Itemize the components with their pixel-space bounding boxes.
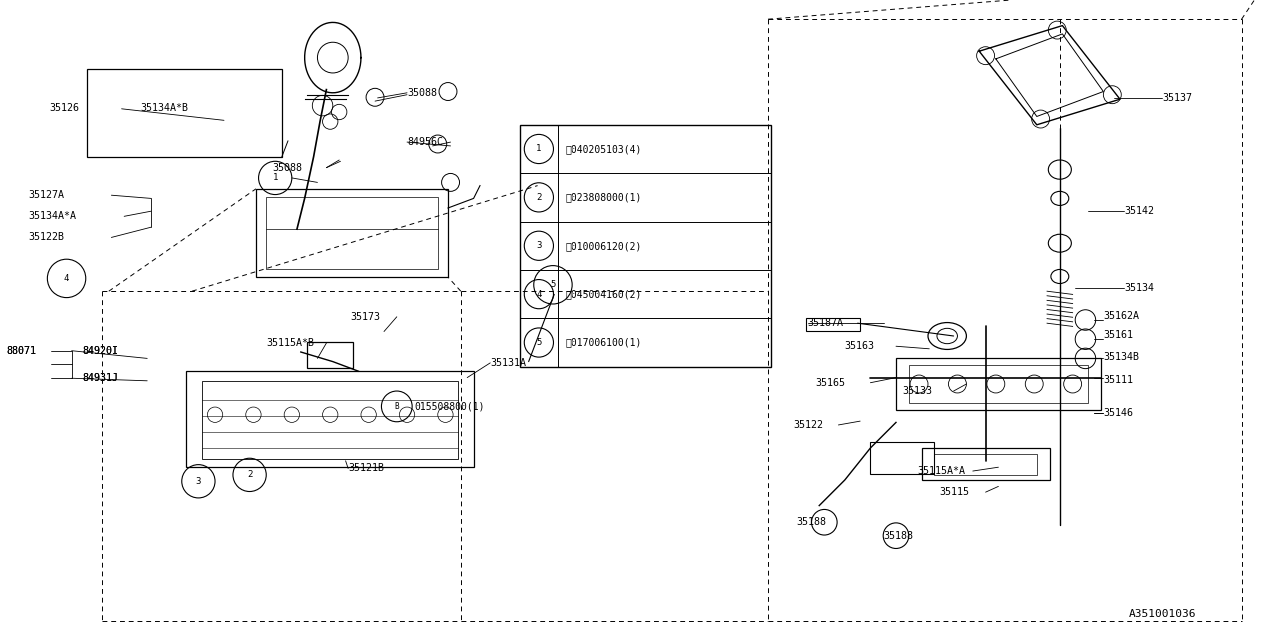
Text: 84956C: 84956C <box>407 137 443 147</box>
Text: Ⓝ023808000(1): Ⓝ023808000(1) <box>566 193 643 202</box>
Bar <box>266 197 438 269</box>
Text: 4: 4 <box>64 274 69 283</box>
Text: 35088: 35088 <box>407 88 436 98</box>
Text: 35134A*B: 35134A*B <box>141 102 189 113</box>
Text: 35126: 35126 <box>50 102 79 113</box>
Bar <box>909 365 1088 403</box>
Text: 84920I: 84920I <box>82 346 118 356</box>
Text: 35122B: 35122B <box>28 232 64 243</box>
Text: 5: 5 <box>550 280 556 289</box>
Text: 35173: 35173 <box>351 312 380 322</box>
Text: A351001036: A351001036 <box>1129 609 1197 620</box>
Text: 2: 2 <box>536 193 541 202</box>
Text: 35121B: 35121B <box>348 463 384 474</box>
Text: 84931J: 84931J <box>82 373 118 383</box>
Text: 35131A: 35131A <box>490 358 526 368</box>
Bar <box>256 189 448 277</box>
Text: 35122: 35122 <box>794 420 823 430</box>
Text: 84931J: 84931J <box>82 373 118 383</box>
Text: 2: 2 <box>247 470 252 479</box>
Text: 35142: 35142 <box>1124 206 1153 216</box>
Text: 35134B: 35134B <box>1103 352 1139 362</box>
Text: 35188: 35188 <box>883 531 913 541</box>
Bar <box>806 318 860 331</box>
Bar <box>520 125 771 367</box>
Text: 015508800(1): 015508800(1) <box>415 401 485 412</box>
Text: 35111: 35111 <box>1103 375 1133 385</box>
Text: 35134: 35134 <box>1124 283 1153 293</box>
Text: 1: 1 <box>273 173 278 182</box>
Text: 4: 4 <box>536 290 541 299</box>
Text: 35188: 35188 <box>796 517 826 527</box>
Text: Ⓢ040205103(4): Ⓢ040205103(4) <box>566 144 643 154</box>
Bar <box>307 342 353 368</box>
Text: Ⓢ045004160(2): Ⓢ045004160(2) <box>566 289 643 299</box>
Text: 35165: 35165 <box>815 378 845 388</box>
Text: B: B <box>394 402 399 411</box>
Bar <box>87 69 282 157</box>
Text: Ⓑ017006100(1): Ⓑ017006100(1) <box>566 337 643 348</box>
Text: 3: 3 <box>196 477 201 486</box>
Text: 35146: 35146 <box>1103 408 1133 418</box>
Text: 3: 3 <box>536 241 541 250</box>
Text: 35161: 35161 <box>1103 330 1133 340</box>
Bar <box>202 381 458 459</box>
Text: 35137: 35137 <box>1162 93 1192 103</box>
Bar <box>896 358 1101 410</box>
Text: 35115A*B: 35115A*B <box>266 338 315 348</box>
Text: 5: 5 <box>536 338 541 347</box>
Text: 35133: 35133 <box>902 386 932 396</box>
Bar <box>186 371 474 467</box>
Text: 35088: 35088 <box>273 163 302 173</box>
Bar <box>934 454 1037 475</box>
Text: 35134A*A: 35134A*A <box>28 211 77 221</box>
Text: 1: 1 <box>536 145 541 154</box>
Text: 35127A: 35127A <box>28 190 64 200</box>
Bar <box>870 442 934 474</box>
Bar <box>922 448 1050 480</box>
Text: 88071: 88071 <box>6 346 36 356</box>
Text: 35162A: 35162A <box>1103 310 1139 321</box>
Text: Ⓑ010006120(2): Ⓑ010006120(2) <box>566 241 643 251</box>
Text: 35187A: 35187A <box>808 318 844 328</box>
Text: 35163: 35163 <box>845 341 874 351</box>
Text: 88071: 88071 <box>6 346 36 356</box>
Text: 35115: 35115 <box>940 487 969 497</box>
Text: 84920I: 84920I <box>82 346 118 356</box>
Text: 35115A*A: 35115A*A <box>918 466 966 476</box>
